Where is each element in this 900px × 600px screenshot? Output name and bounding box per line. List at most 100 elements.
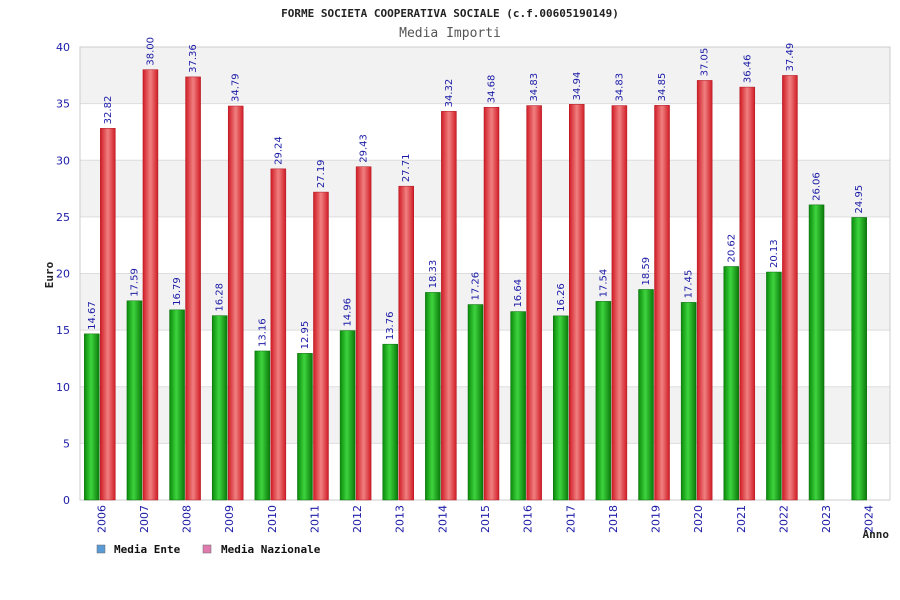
- bar-media-ente: [766, 271, 782, 501]
- y-axis-ticks: 0 5 10 15 20 25 30 35 40: [56, 41, 70, 507]
- legend-label-media-ente: Media Ente: [114, 543, 181, 556]
- x-tick-label: 2010: [266, 505, 279, 533]
- bar-media-nazionale: [483, 106, 500, 501]
- bar-media-nazionale: [611, 105, 628, 501]
- y-tick-label: 5: [63, 437, 70, 450]
- x-tick-label: 2014: [436, 505, 449, 533]
- bar-media-ente: [467, 304, 484, 501]
- data-label: 18.59: [641, 257, 652, 286]
- x-tick-label: 2024: [863, 505, 876, 533]
- data-label: 17.54: [598, 269, 609, 298]
- x-tick-label: 2012: [351, 505, 364, 533]
- data-label: 16.64: [513, 279, 524, 308]
- x-tick-label: 2006: [95, 505, 108, 533]
- bar-media-nazionale: [569, 104, 585, 501]
- y-tick-label: 30: [56, 154, 70, 167]
- bar-media-nazionale: [270, 168, 287, 501]
- bar-media-nazionale: [142, 69, 159, 501]
- bar-media-ente: [254, 350, 271, 501]
- data-label: 29.24: [273, 136, 284, 165]
- x-tick-label: 2015: [479, 505, 492, 533]
- bar-media-ente: [126, 300, 143, 501]
- bar-media-nazionale: [227, 105, 244, 501]
- bar-media-nazionale: [313, 191, 329, 501]
- x-tick-label: 2018: [607, 505, 620, 533]
- data-label: 34.85: [657, 73, 668, 102]
- bar-media-ente: [595, 301, 612, 501]
- data-label: 17.26: [471, 272, 482, 301]
- x-tick-label: 2009: [223, 505, 236, 533]
- x-tick-label: 2016: [522, 505, 535, 533]
- bar-media-ente: [211, 315, 228, 501]
- data-label: 34.83: [614, 73, 625, 102]
- data-label: 16.26: [556, 283, 567, 312]
- data-label: 37.36: [188, 44, 199, 73]
- x-tick-label: 2023: [820, 505, 833, 533]
- bar-media-ente: [851, 217, 867, 501]
- x-tick-label: 2011: [308, 505, 321, 533]
- y-tick-label: 20: [56, 268, 70, 281]
- data-label: 37.49: [785, 43, 796, 72]
- data-label: 14.96: [343, 298, 354, 327]
- data-label: 12.95: [300, 321, 311, 350]
- chart-subtitle: Media Importi: [399, 26, 501, 41]
- data-label: 27.19: [316, 159, 327, 188]
- bar-media-nazionale: [654, 105, 670, 501]
- y-tick-label: 10: [56, 381, 70, 394]
- grid-band: [80, 47, 890, 104]
- data-label: 26.06: [812, 172, 823, 201]
- data-label: 32.82: [103, 96, 114, 125]
- chart-title: FORME SOCIETA COOPERATIVA SOCIALE (c.f.0…: [281, 7, 619, 20]
- bar-media-nazionale: [739, 86, 756, 501]
- data-label: 34.32: [444, 79, 455, 108]
- data-label: 34.79: [231, 73, 242, 102]
- legend-swatch-media-ente: [96, 544, 106, 554]
- bar-media-ente: [425, 292, 441, 501]
- data-label: 20.13: [769, 239, 780, 268]
- bar-media-ente: [84, 333, 100, 501]
- x-tick-label: 2021: [735, 505, 748, 533]
- data-label: 34.94: [572, 72, 583, 101]
- x-tick-label: 2022: [777, 505, 790, 533]
- data-label: 24.95: [854, 185, 865, 214]
- data-label: 34.83: [529, 73, 540, 102]
- legend: Media Ente Media Nazionale: [96, 543, 321, 556]
- data-label: 27.71: [401, 154, 412, 183]
- bar-media-ente: [680, 302, 697, 501]
- x-tick-label: 2008: [181, 505, 194, 533]
- data-label: 13.16: [257, 318, 268, 347]
- y-tick-label: 25: [56, 211, 70, 224]
- bar-media-nazionale: [696, 80, 713, 501]
- data-label: 13.76: [385, 312, 396, 341]
- bar-media-ente: [553, 315, 569, 501]
- data-label: 16.28: [215, 283, 226, 312]
- data-label: 29.43: [359, 134, 370, 163]
- bar-media-ente: [638, 289, 654, 501]
- legend-label-media-nazionale: Media Nazionale: [221, 543, 321, 556]
- data-label: 14.67: [87, 301, 98, 330]
- data-labels: 14.67 32.82 17.59 38.00 16.79 37.36 16.28 34.79…: [87, 37, 865, 349]
- x-tick-label: 2019: [650, 505, 663, 533]
- bar-media-nazionale: [185, 76, 201, 501]
- y-axis-title: Euro: [43, 261, 56, 288]
- data-label: 20.62: [726, 234, 737, 263]
- x-tick-label: 2013: [394, 505, 407, 533]
- legend-swatch-media-nazionale: [202, 544, 212, 554]
- bar-media-nazionale: [100, 128, 116, 501]
- data-label: 17.59: [129, 268, 140, 297]
- bar-media-ente: [510, 311, 526, 501]
- data-label: 34.68: [487, 75, 498, 104]
- x-tick-label: 2007: [138, 505, 151, 533]
- y-tick-label: 40: [56, 41, 70, 54]
- y-tick-label: 0: [63, 494, 70, 507]
- x-axis-ticks: 2006 2007 2008 2009 2010 2011 2012 2013 2014 2015…: [95, 505, 875, 533]
- data-label: 18.33: [428, 260, 439, 289]
- bar-series: [84, 69, 867, 501]
- data-label: 17.45: [684, 270, 695, 299]
- bar-media-nazionale: [355, 166, 372, 501]
- bar-media-nazionale: [398, 185, 414, 501]
- bar-media-ente: [723, 266, 740, 501]
- bar-media-ente: [297, 353, 313, 501]
- bar-media-nazionale: [441, 111, 457, 501]
